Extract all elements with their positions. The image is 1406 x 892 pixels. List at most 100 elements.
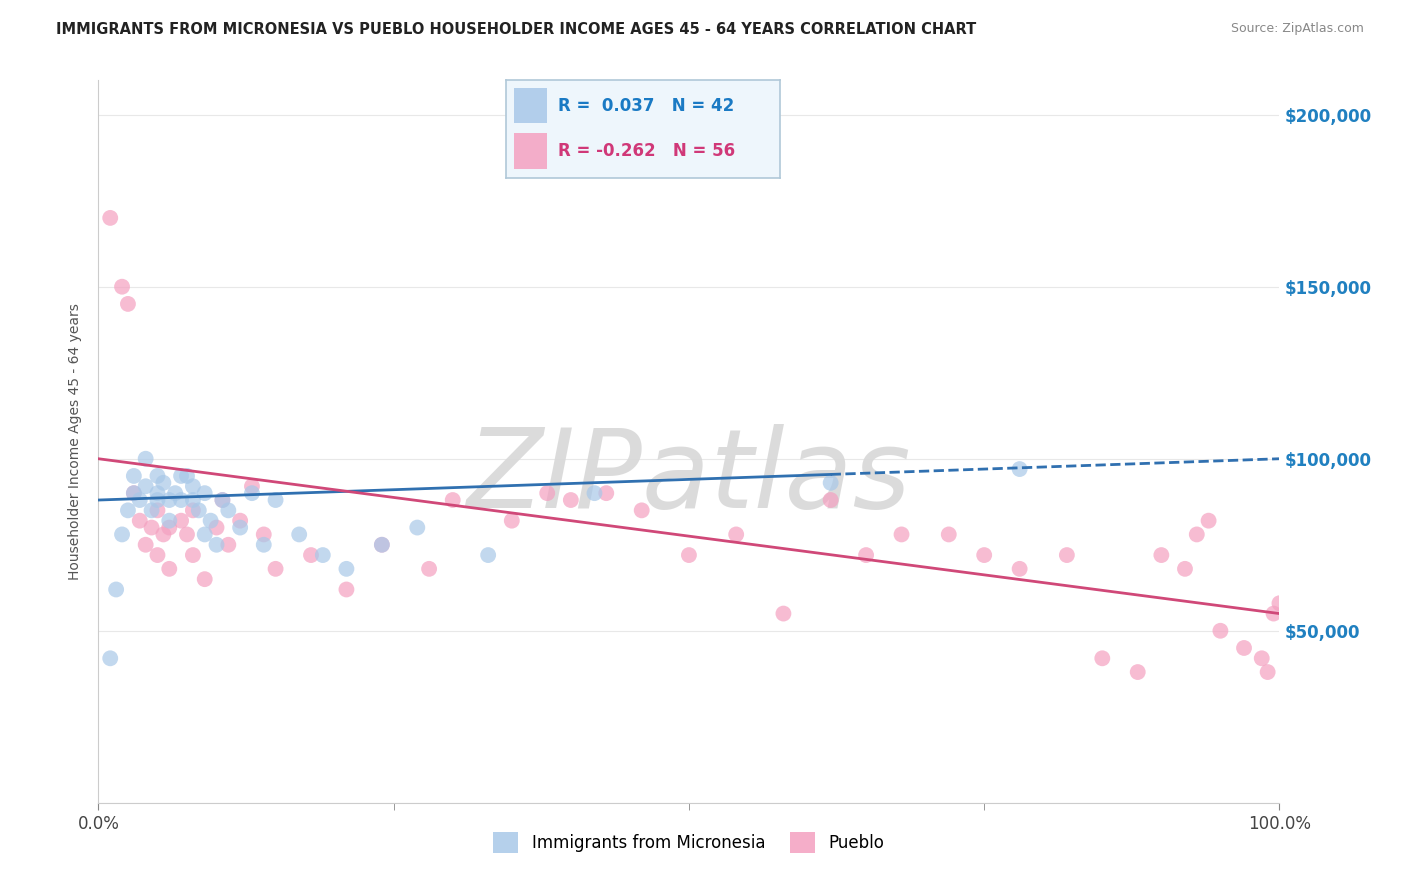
Point (595, 486, 617, 500)
Point (583, 486, 606, 500)
Point (1268, 596, 1291, 610)
Point (1185, 527, 1208, 541)
Point (630, 503, 652, 517)
Point (135, 538, 157, 552)
Text: ZIPatlas: ZIPatlas (467, 425, 911, 531)
Point (170, 514, 193, 528)
Point (217, 503, 239, 517)
Point (135, 451, 157, 466)
Point (229, 514, 252, 528)
Text: R = -0.262   N = 56: R = -0.262 N = 56 (558, 142, 735, 160)
Point (105, 582, 128, 597)
Point (253, 538, 276, 552)
Point (406, 520, 429, 534)
Point (205, 538, 228, 552)
Point (194, 572, 217, 586)
Point (772, 607, 794, 621)
Point (1008, 562, 1031, 576)
Point (441, 493, 464, 508)
Point (181, 479, 204, 493)
Point (240, 479, 263, 493)
Point (152, 527, 174, 541)
Point (1091, 651, 1114, 665)
Point (98, 651, 121, 665)
Point (264, 562, 287, 576)
Point (181, 493, 204, 508)
Point (194, 486, 217, 500)
Y-axis label: Householder Income Ages 45 - 64 years: Householder Income Ages 45 - 64 years (69, 303, 83, 580)
Text: Source: ZipAtlas.com: Source: ZipAtlas.com (1230, 22, 1364, 36)
Point (229, 520, 252, 534)
Point (122, 486, 145, 500)
Point (146, 469, 169, 483)
FancyBboxPatch shape (515, 88, 547, 123)
Point (1174, 562, 1197, 576)
Point (890, 527, 912, 541)
Point (1126, 665, 1149, 679)
Point (1263, 607, 1285, 621)
Point (194, 527, 217, 541)
Point (181, 503, 204, 517)
Point (111, 527, 134, 541)
Point (855, 548, 877, 562)
Text: IMMIGRANTS FROM MICRONESIA VS PUEBLO HOUSEHOLDER INCOME AGES 45 - 64 YEARS CORRE: IMMIGRANTS FROM MICRONESIA VS PUEBLO HOU… (56, 22, 977, 37)
Point (1008, 462, 1031, 476)
Point (1257, 665, 1279, 679)
Point (240, 486, 263, 500)
Point (1209, 624, 1232, 638)
Point (146, 503, 169, 517)
Point (157, 562, 180, 576)
Point (288, 527, 311, 541)
Point (146, 493, 169, 508)
Point (299, 548, 322, 562)
Legend: Immigrants from Micronesia, Pueblo: Immigrants from Micronesia, Pueblo (486, 826, 891, 860)
Point (335, 582, 357, 597)
Point (1056, 548, 1078, 562)
Point (200, 514, 222, 528)
Point (128, 493, 150, 508)
Point (312, 548, 335, 562)
Point (1250, 651, 1272, 665)
Text: R =  0.037   N = 42: R = 0.037 N = 42 (558, 97, 734, 115)
Point (181, 548, 204, 562)
Point (725, 527, 748, 541)
Point (1150, 548, 1173, 562)
Point (141, 503, 163, 517)
Point (371, 538, 394, 552)
Point (170, 493, 193, 508)
Point (122, 486, 145, 500)
Point (135, 479, 157, 493)
Point (536, 486, 558, 500)
Point (157, 520, 180, 534)
Point (820, 475, 842, 490)
Point (335, 562, 357, 576)
Point (146, 486, 169, 500)
Point (264, 493, 287, 508)
Point (141, 520, 163, 534)
Point (973, 548, 995, 562)
Point (477, 548, 499, 562)
Point (117, 503, 139, 517)
Point (122, 469, 145, 483)
Point (176, 527, 198, 541)
Point (111, 279, 134, 293)
Point (128, 514, 150, 528)
Point (117, 297, 139, 311)
Point (165, 486, 187, 500)
Point (146, 548, 169, 562)
Point (211, 493, 233, 508)
Point (501, 514, 523, 528)
Point (1198, 514, 1220, 528)
Point (418, 562, 440, 576)
Point (152, 475, 174, 490)
Point (678, 548, 700, 562)
Point (157, 493, 180, 508)
FancyBboxPatch shape (515, 133, 547, 169)
Point (205, 520, 228, 534)
Point (253, 527, 276, 541)
Point (217, 538, 239, 552)
Point (820, 493, 842, 508)
Point (938, 527, 960, 541)
Point (1233, 640, 1256, 655)
Point (560, 493, 582, 508)
